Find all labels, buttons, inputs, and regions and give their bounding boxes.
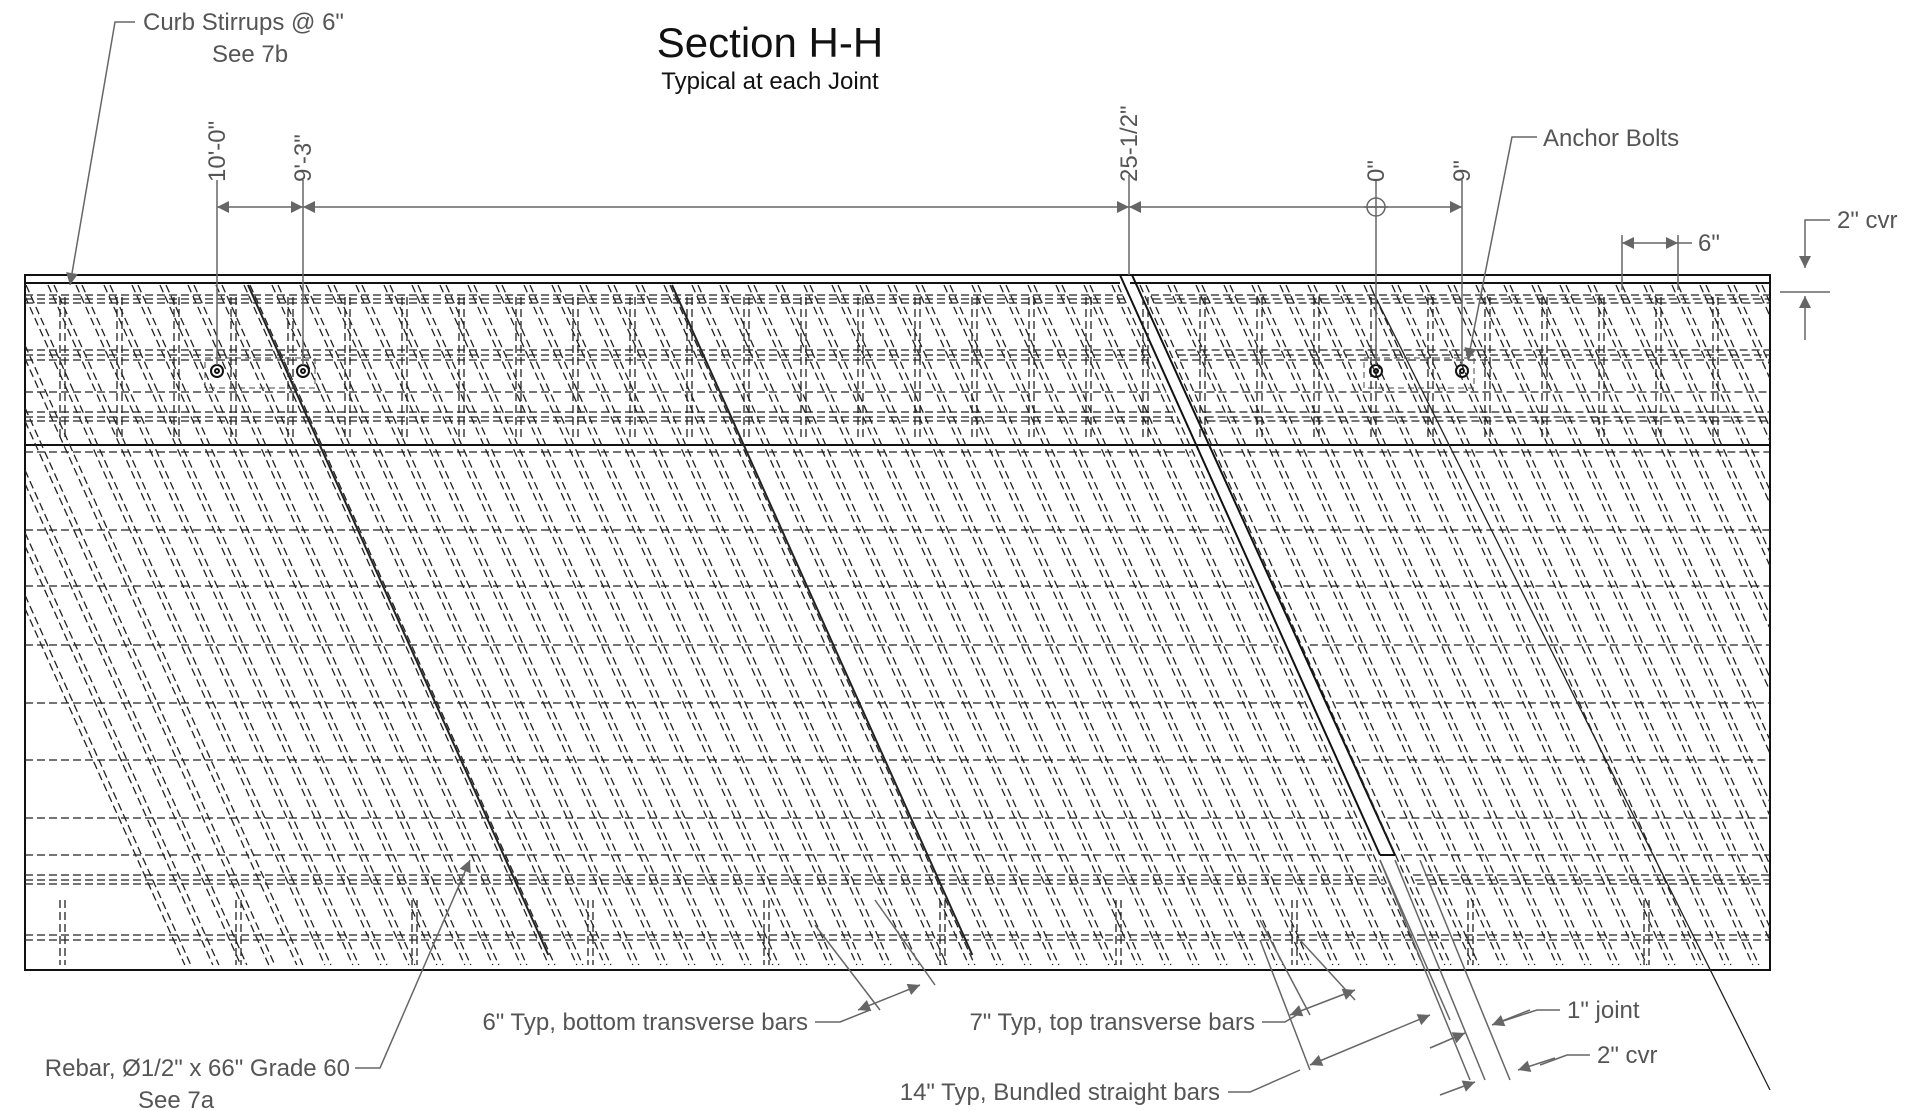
dim-0: 0" — [1363, 160, 1390, 182]
transverse-bar — [1650, 285, 1770, 553]
curb-stirrups-ref: See 7b — [212, 41, 288, 68]
transverse-bar — [25, 484, 241, 965]
dim-9: 9" — [1449, 160, 1476, 182]
transverse-bar — [25, 533, 219, 965]
transverse-bar — [25, 546, 213, 965]
drawing-subtitle: Typical at each Joint — [661, 68, 879, 95]
dim-10-0: 10'-0" — [204, 121, 231, 182]
top-cover-label: 2" cvr — [1837, 207, 1898, 234]
top-dimension-chain — [217, 175, 1462, 365]
transverse-bar — [1588, 285, 1770, 691]
rebar-ref-label: See 7a — [138, 1087, 215, 1111]
bundled-bars-label: 14" Typ, Bundled straight bars — [900, 1079, 1220, 1106]
dim-9-3: 9'-3" — [290, 134, 317, 182]
curb-stirrups-label: Curb Stirrups @ 6" — [143, 9, 344, 36]
drawing-title: Section H-H — [657, 19, 883, 66]
rebar-label: Rebar, Ø1/2" x 66" Grade 60 — [45, 1055, 350, 1082]
anchor-bolts-label: Anchor Bolts — [1543, 125, 1679, 152]
transverse-bar — [25, 408, 275, 965]
transverse-bar — [1482, 285, 1770, 927]
stirrup-spacing-label: 6" — [1698, 230, 1720, 257]
transverse-bar — [1566, 285, 1770, 740]
transverse-bar — [25, 595, 191, 965]
transverse-bar — [1476, 285, 1770, 941]
joint-label: 1" joint — [1567, 997, 1640, 1024]
transverse-bar — [25, 345, 303, 965]
transverse-bar — [1510, 285, 1770, 865]
transverse-bar — [1678, 285, 1770, 490]
dim-25-half: 25-1/2" — [1116, 105, 1143, 182]
transverse-bar — [25, 296, 325, 965]
transverse-bar — [1504, 285, 1770, 878]
transverse-bar — [1616, 285, 1770, 629]
top-transverse-label: 7" Typ, top transverse bars — [969, 1009, 1255, 1036]
leaders — [70, 22, 1830, 1095]
transverse-bar — [1734, 285, 1770, 365]
bottom-transverse-label: 6" Typ, bottom transverse bars — [482, 1009, 808, 1036]
transverse-bar — [1622, 285, 1770, 615]
transverse-bar — [1728, 285, 1770, 379]
transverse-bar — [1700, 285, 1770, 441]
joint-cover-label: 2" cvr — [1597, 1042, 1658, 1069]
transverse-bar — [1756, 285, 1770, 316]
transverse-bar — [1644, 285, 1770, 566]
transverse-bar — [25, 359, 297, 965]
